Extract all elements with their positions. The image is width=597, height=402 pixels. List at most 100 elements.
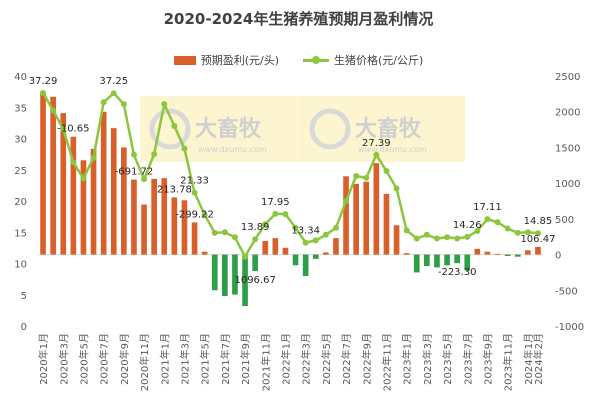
x-tick-label: 2020年7月 bbox=[98, 333, 111, 385]
profit-data-label: 1096.67 bbox=[234, 275, 275, 286]
x-tick-label: 2020年5月 bbox=[77, 333, 90, 385]
price-point bbox=[474, 228, 481, 234]
profit-bar bbox=[131, 179, 137, 255]
price-point bbox=[90, 154, 97, 161]
profit-bar bbox=[514, 254, 521, 257]
price-point bbox=[464, 233, 471, 240]
watermark-box-left-url: www.dxumu.com bbox=[198, 145, 267, 154]
price-point bbox=[191, 189, 198, 196]
price-point bbox=[120, 101, 127, 108]
price-point bbox=[413, 235, 420, 242]
legend-label-price: 生猪价格(元/公斤) bbox=[334, 54, 424, 67]
x-tick-label: 2024年2月 bbox=[532, 333, 545, 385]
profit-bar bbox=[434, 254, 440, 268]
profit-bar bbox=[292, 254, 299, 266]
legend-swatch-line bbox=[303, 55, 329, 65]
profit-bar bbox=[151, 178, 157, 255]
price-point bbox=[373, 151, 380, 158]
profit-bar bbox=[242, 254, 248, 306]
y-left-tick: 15 bbox=[14, 228, 27, 239]
profit-bar bbox=[444, 254, 450, 266]
price-data-label: 37.25 bbox=[99, 76, 128, 87]
x-tick-label: 2024年1月 bbox=[522, 333, 535, 385]
y-right-tick: -500 bbox=[555, 286, 578, 297]
price-point bbox=[292, 224, 299, 231]
profit-bar bbox=[232, 254, 238, 295]
price-point bbox=[383, 168, 390, 174]
profit-bar bbox=[70, 136, 77, 255]
price-point bbox=[221, 229, 228, 236]
profit-bar bbox=[353, 183, 359, 255]
profit-data-label: -691.72 bbox=[115, 167, 154, 178]
price-point bbox=[494, 219, 501, 226]
x-tick-label: 2021年3月 bbox=[178, 333, 191, 385]
legend-item-price: 生猪价格(元/公斤) bbox=[303, 52, 423, 68]
profit-bar bbox=[211, 254, 218, 291]
profit-bar bbox=[110, 128, 117, 255]
price-point bbox=[80, 175, 87, 182]
profit-bar bbox=[171, 197, 178, 255]
price-point bbox=[50, 107, 57, 114]
price-point bbox=[454, 235, 461, 242]
legend-label-profit: 预期盈利(元/头) bbox=[200, 54, 279, 67]
profit-bar bbox=[484, 251, 491, 255]
y-left-tick: 10 bbox=[14, 260, 27, 271]
y-left-tick: 5 bbox=[21, 291, 27, 302]
price-point bbox=[252, 236, 259, 243]
x-tick-label: 2021年5月 bbox=[199, 333, 212, 385]
x-tick-label: 2023年11月 bbox=[502, 333, 515, 391]
profit-bar bbox=[323, 252, 329, 255]
price-point bbox=[141, 176, 148, 183]
price-point bbox=[353, 173, 360, 179]
profit-bar bbox=[50, 96, 56, 255]
y-left-tick: 25 bbox=[14, 166, 27, 177]
x-tick-label: 2022年5月 bbox=[320, 333, 333, 385]
legend-item-profit: 预期盈利(元/头) bbox=[173, 52, 279, 68]
profit-bar bbox=[474, 248, 481, 255]
price-point bbox=[393, 185, 400, 192]
y-left-tick: 40 bbox=[14, 72, 27, 83]
x-tick-label: 2023年7月 bbox=[461, 333, 474, 385]
price-data-label: 13.89 bbox=[241, 222, 270, 233]
profit-bar bbox=[60, 113, 67, 255]
price-point bbox=[524, 229, 531, 236]
profit-bar bbox=[141, 204, 147, 255]
price-data-label: 14.26 bbox=[453, 220, 482, 231]
price-point bbox=[343, 198, 350, 204]
watermark-box-right-logo bbox=[309, 108, 351, 150]
watermark-box-left-logo bbox=[149, 108, 191, 150]
profit-bar bbox=[363, 181, 370, 255]
profit-bar bbox=[413, 254, 420, 273]
x-tick-label: 2022年7月 bbox=[340, 333, 353, 385]
price-point bbox=[110, 90, 117, 97]
price-point bbox=[201, 211, 208, 218]
profit-bar bbox=[222, 254, 228, 296]
x-tick-label: 2023年5月 bbox=[441, 333, 454, 385]
price-data-label: 21.33 bbox=[180, 176, 209, 187]
x-tick-label: 2021年9月 bbox=[239, 333, 252, 385]
price-point bbox=[312, 237, 319, 244]
y-right-tick: 2500 bbox=[555, 72, 580, 83]
x-tick-label: 2021年7月 bbox=[219, 333, 232, 385]
profit-bar bbox=[494, 253, 501, 255]
price-point bbox=[484, 216, 491, 223]
x-tick-label: 2021年11月 bbox=[259, 333, 272, 391]
profit-data-label: 106.47 bbox=[520, 234, 555, 245]
price-point bbox=[262, 221, 269, 228]
price-point bbox=[433, 235, 440, 242]
price-data-label: 27.39 bbox=[362, 138, 391, 149]
price-point bbox=[504, 225, 511, 232]
profit-bar bbox=[282, 247, 289, 255]
watermark-box-right-url: www.dxumu.com bbox=[358, 145, 427, 154]
watermark-box-left bbox=[140, 96, 305, 162]
profit-bar bbox=[312, 254, 319, 259]
profit-bar bbox=[252, 254, 258, 271]
price-point bbox=[272, 210, 279, 217]
price-point bbox=[151, 151, 158, 158]
y-right-tick: 500 bbox=[555, 215, 574, 226]
price-point bbox=[534, 230, 541, 237]
profit-bar bbox=[121, 147, 127, 255]
price-point bbox=[282, 211, 289, 218]
